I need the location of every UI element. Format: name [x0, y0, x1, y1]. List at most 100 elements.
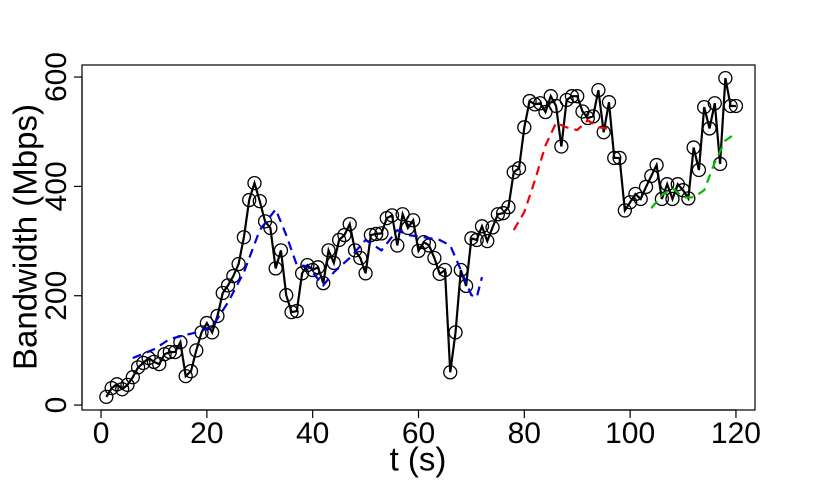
data-point [580, 110, 595, 126]
data-point [231, 256, 246, 272]
data-point [490, 207, 506, 222]
x-tick-label: 20 [190, 417, 223, 450]
data-point [268, 261, 283, 276]
data-point [183, 364, 199, 379]
data-point [136, 355, 151, 371]
data-point [178, 368, 193, 384]
data-point [331, 232, 347, 248]
data-point [617, 203, 632, 218]
series-line [105, 77, 736, 398]
data-point [723, 98, 738, 114]
y-tick-label: 200 [40, 271, 73, 321]
data-point [691, 162, 707, 178]
data-point [681, 191, 696, 206]
data-point [474, 219, 490, 234]
y-axis-title: Bandwidth (Mbps) [7, 104, 44, 370]
data-point [162, 344, 177, 360]
series-line [132, 207, 484, 360]
data-point [453, 262, 468, 278]
y-tick-label: 600 [40, 52, 73, 102]
data-point [310, 260, 326, 275]
x-tick-label: 60 [402, 417, 435, 450]
data-point [607, 150, 622, 166]
data-point [564, 89, 580, 104]
data-point [210, 308, 225, 324]
x-tick-label: 40 [296, 417, 329, 450]
data-point [406, 213, 421, 228]
data-point [226, 268, 241, 284]
y-tick-label: 400 [40, 161, 73, 211]
data-point [115, 382, 130, 397]
series-line [650, 132, 737, 209]
data-point [485, 220, 500, 235]
data-point [273, 243, 289, 258]
data-point [654, 191, 670, 207]
data-point [554, 139, 569, 154]
data-point [205, 325, 220, 340]
data-point [437, 262, 453, 278]
data-point [284, 304, 299, 320]
x-tick-label: 100 [605, 417, 655, 450]
data-point [358, 266, 373, 281]
data-point [612, 150, 627, 166]
data-point [601, 95, 617, 110]
data-point [321, 243, 336, 258]
data-point [347, 243, 363, 258]
data-point [99, 389, 114, 405]
data-point [480, 233, 495, 249]
data-point [289, 303, 304, 319]
data-point [448, 325, 463, 340]
data-point [400, 220, 416, 236]
x-axis-title: t (s) [390, 441, 447, 478]
data-point [728, 98, 744, 114]
data-point [374, 226, 389, 241]
data-point [427, 250, 442, 266]
data-point [702, 121, 717, 136]
data-point [501, 200, 516, 215]
x-tick-label: 80 [508, 417, 541, 450]
data-point [548, 98, 564, 114]
data-point [316, 276, 331, 291]
data-point [247, 175, 262, 191]
data-point [533, 96, 548, 111]
data-point [300, 257, 315, 273]
data-point [263, 220, 278, 236]
data-point [697, 99, 712, 115]
data-point [242, 192, 257, 208]
data-point [469, 232, 484, 248]
data-point [464, 231, 479, 246]
y-tick-label: 0 [40, 397, 73, 414]
data-point [353, 250, 368, 266]
data-point [718, 70, 733, 86]
data-point [591, 83, 606, 98]
data-point [538, 104, 553, 120]
data-point [130, 360, 146, 375]
data-point [236, 230, 252, 245]
data-point [622, 195, 638, 210]
data-point [342, 216, 357, 232]
data-point [279, 288, 294, 303]
data-point [109, 377, 125, 392]
data-point [120, 377, 135, 392]
data-point [707, 96, 722, 111]
data-point [665, 191, 680, 207]
data-point [326, 255, 341, 271]
data-point [369, 226, 384, 242]
data-point [633, 191, 648, 207]
data-point [517, 120, 532, 135]
data-point [443, 365, 458, 380]
data-point [458, 278, 474, 294]
data-point [686, 140, 701, 155]
series-line [512, 118, 610, 231]
data-point [527, 97, 543, 112]
data-point [294, 266, 310, 281]
data-point [390, 238, 405, 253]
data-point [395, 207, 410, 222]
x-tick-label: 120 [711, 417, 761, 450]
data-point [649, 157, 664, 173]
data-point [215, 285, 230, 301]
data-point [511, 161, 527, 176]
data-point [570, 89, 585, 104]
data-point [252, 193, 267, 209]
